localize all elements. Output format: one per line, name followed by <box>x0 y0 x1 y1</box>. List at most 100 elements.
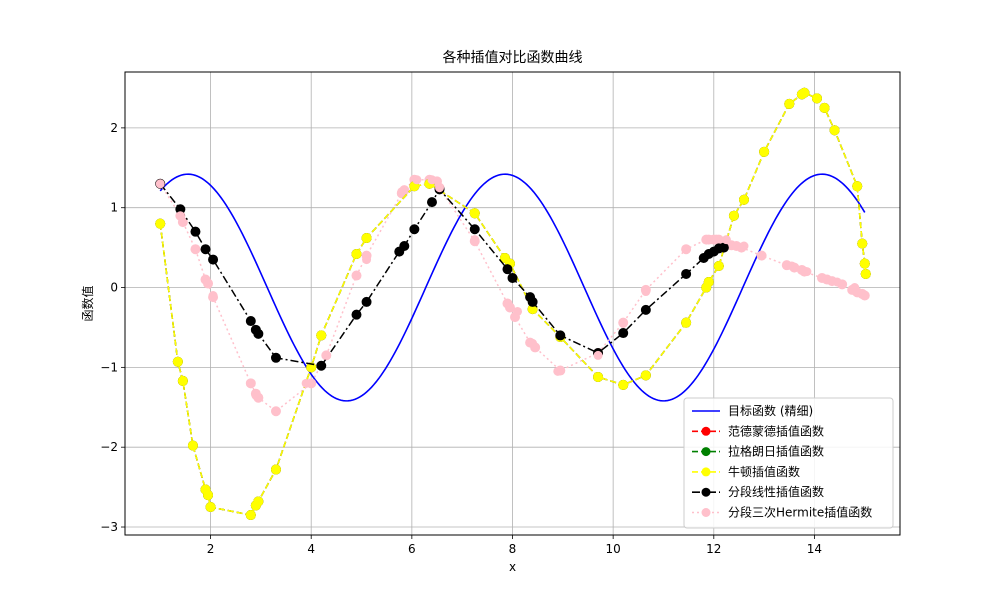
sample-node-point <box>271 406 281 416</box>
x-axis-label: x <box>509 560 516 574</box>
series-point <box>681 317 692 328</box>
series-point <box>361 296 372 307</box>
sample-node-point <box>528 338 538 348</box>
series-point <box>172 356 183 367</box>
x-tick-label: 10 <box>606 542 621 556</box>
legend-marker <box>701 467 711 477</box>
y-tick-label: −1 <box>100 360 118 374</box>
series-point <box>270 352 281 363</box>
sample-node-point <box>301 378 311 388</box>
series-point <box>361 233 372 244</box>
chart-title: 各种插值对比函数曲线 <box>443 50 583 66</box>
sample-node-point <box>251 390 261 400</box>
sample-nodes <box>155 175 870 416</box>
legend-box <box>683 397 894 529</box>
series-point <box>507 272 518 283</box>
legend-label: 分段三次Hermite插值函数 <box>728 505 872 520</box>
series-point <box>618 328 629 339</box>
sample-node-point <box>817 273 827 283</box>
sample-node-point <box>502 299 512 308</box>
series-point <box>859 258 870 269</box>
legend-marker <box>701 447 711 457</box>
legend-label: 拉格朗日插值函数 <box>728 444 824 459</box>
series-point <box>253 496 264 507</box>
sample-node-point <box>513 306 523 316</box>
legend-marker <box>701 508 711 517</box>
series-point <box>203 490 214 501</box>
legend-label: 目标函数 (精细) <box>728 403 813 418</box>
sample-node-point <box>832 277 842 287</box>
sample-node-point <box>427 175 437 185</box>
series-point <box>200 244 211 255</box>
series-point <box>205 502 216 513</box>
series-point <box>316 330 327 341</box>
sample-node-point <box>208 291 218 301</box>
y-tick-label: 0 <box>110 281 118 295</box>
series-point <box>351 249 362 260</box>
y-tick-label: −2 <box>100 440 118 454</box>
series-point <box>681 268 692 279</box>
legend-marker <box>701 426 711 436</box>
sample-node-point <box>787 261 797 271</box>
series-point <box>718 242 729 253</box>
series-point <box>593 371 604 382</box>
series-point <box>852 181 863 192</box>
sample-node-point <box>246 378 256 388</box>
sample-node-point <box>681 244 691 254</box>
sample-node-point <box>850 283 860 293</box>
sample-node-point <box>190 244 200 254</box>
x-tick-label: 6 <box>408 542 416 556</box>
series-point <box>351 309 362 320</box>
legend-marker <box>701 487 711 497</box>
sample-node-point <box>721 235 731 245</box>
series-point <box>245 316 256 327</box>
series-point <box>190 226 201 237</box>
sample-node-point <box>321 350 331 360</box>
series-layer <box>155 87 871 521</box>
sample-node-point <box>470 235 480 245</box>
series-point <box>738 194 749 205</box>
series-point <box>829 125 840 136</box>
sample-node-point <box>412 175 422 185</box>
sample-node-point <box>706 235 716 245</box>
series-point <box>703 276 714 287</box>
sample-node-point <box>175 211 185 221</box>
series-point <box>555 330 566 341</box>
sample-node-point <box>553 366 563 376</box>
sample-node-point <box>397 187 407 197</box>
legend-label: 分段线性插值函数 <box>728 484 824 499</box>
sample-node-point <box>860 291 870 301</box>
sample-node-point <box>802 267 812 277</box>
series-point <box>469 208 480 219</box>
series-point <box>640 370 651 381</box>
series-point <box>502 264 513 275</box>
series-point <box>728 210 739 221</box>
series-line <box>159 91 867 516</box>
series-point <box>860 268 871 279</box>
y-tick-label: 1 <box>110 201 118 215</box>
legend: 目标函数 (精细) 范德蒙德插值函数拉格朗日插值函数牛顿插值函数分段线性插值函数分… <box>683 397 894 529</box>
series-point <box>426 197 437 208</box>
series-point <box>245 510 256 521</box>
series-point <box>409 224 420 235</box>
x-tick-label: 4 <box>307 542 315 556</box>
x-tick-label: 8 <box>509 542 517 556</box>
series-point <box>177 375 188 386</box>
x-tick-label: 12 <box>706 542 721 556</box>
series-point <box>253 328 264 339</box>
y-axis-label: 函数值 <box>80 285 95 321</box>
series-point <box>208 254 219 265</box>
sample-node-point <box>155 179 165 189</box>
legend-label: 牛顿插值函数 <box>728 464 800 479</box>
y-tick-label: 2 <box>110 121 118 135</box>
series-point <box>618 379 629 390</box>
series-point <box>155 218 166 229</box>
sample-node-point <box>435 183 445 193</box>
x-tick-label: 14 <box>807 542 822 556</box>
target-function-layer <box>159 173 866 402</box>
series-point <box>469 224 480 235</box>
series-point <box>819 102 830 113</box>
